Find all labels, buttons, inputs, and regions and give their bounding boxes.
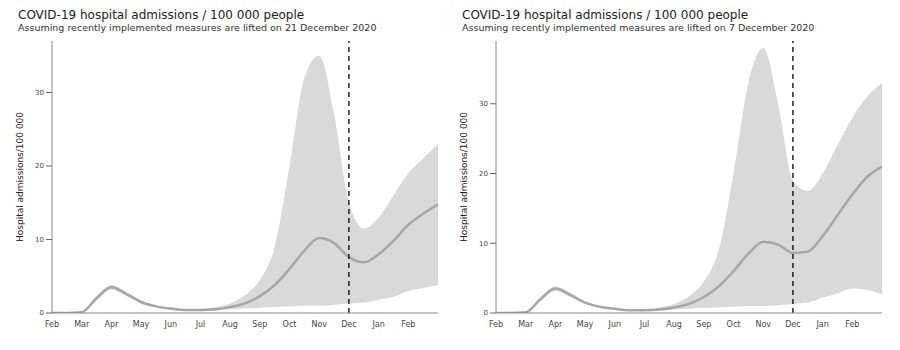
svg-text:Aug: Aug <box>222 320 238 329</box>
svg-text:10: 10 <box>35 236 44 244</box>
svg-text:Jan: Jan <box>371 320 384 329</box>
svg-text:Feb: Feb <box>489 320 503 329</box>
svg-text:Mar: Mar <box>74 320 90 329</box>
svg-text:Jul: Jul <box>639 320 650 329</box>
svg-text:Hospital admissions/100 000: Hospital admissions/100 000 <box>15 112 25 242</box>
svg-text:20: 20 <box>35 162 44 170</box>
svg-text:Sep: Sep <box>696 320 711 329</box>
svg-text:Jun: Jun <box>164 320 178 329</box>
svg-text:Feb: Feb <box>45 320 59 329</box>
svg-text:Oct: Oct <box>283 320 297 329</box>
svg-text:May: May <box>577 320 594 329</box>
svg-text:Feb: Feb <box>845 320 859 329</box>
svg-text:Nov: Nov <box>755 320 771 329</box>
svg-text:0: 0 <box>484 309 488 317</box>
svg-text:Jun: Jun <box>608 320 622 329</box>
svg-text:20: 20 <box>479 170 488 178</box>
svg-text:Aug: Aug <box>666 320 682 329</box>
svg-text:Jan: Jan <box>815 320 828 329</box>
svg-text:May: May <box>133 320 150 329</box>
svg-text:0: 0 <box>40 309 44 317</box>
svg-text:Hospital admissions/100 000: Hospital admissions/100 000 <box>459 112 469 242</box>
svg-text:Mar: Mar <box>518 320 534 329</box>
html-text:Assuming recently implemented: Assuming recently implemented measures a… <box>462 22 815 33</box>
svg-text:30: 30 <box>479 100 488 108</box>
svg-text:Dec: Dec <box>785 320 800 329</box>
svg-text:Sep: Sep <box>252 320 267 329</box>
svg-text:Apr: Apr <box>104 320 119 329</box>
svg-text:Oct: Oct <box>727 320 741 329</box>
svg-text:10: 10 <box>479 240 488 248</box>
html-text:COVID-19 hospital admissions /: COVID-19 hospital admissions / 100 000 p… <box>18 8 305 22</box>
html-text:Assuming recently implemented: Assuming recently implemented measures a… <box>18 22 377 33</box>
svg-text:Apr: Apr <box>548 320 563 329</box>
svg-text:Feb: Feb <box>401 320 415 329</box>
svg-text:Jul: Jul <box>195 320 206 329</box>
svg-text:30: 30 <box>35 89 44 97</box>
svg-text:Dec: Dec <box>341 320 356 329</box>
svg-text:Nov: Nov <box>311 320 327 329</box>
html-text:COVID-19 hospital admissions /: COVID-19 hospital admissions / 100 000 p… <box>462 8 749 22</box>
